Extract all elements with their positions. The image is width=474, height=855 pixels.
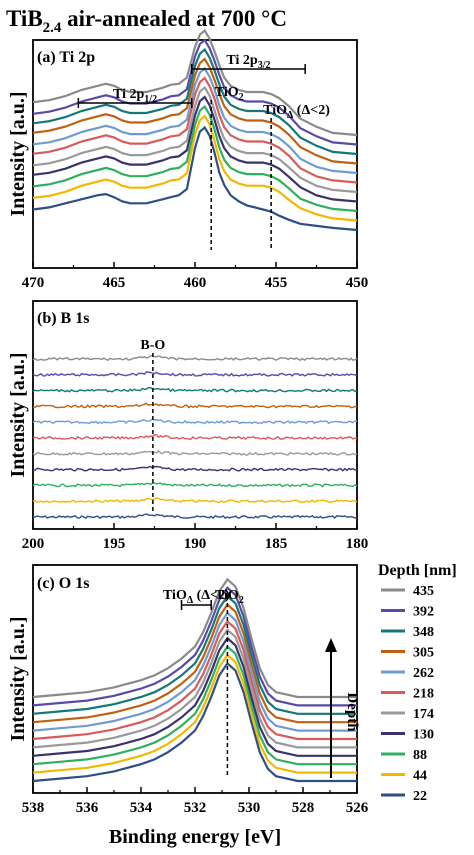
panel-c-ylabel: Intensity [a.u.] xyxy=(7,616,29,741)
panel-a-annotations: Ti 2p1/2 Ti 2p3/2 TiO2 TiOΔ (Δ<2) xyxy=(77,53,330,250)
series-line-130 xyxy=(32,95,358,203)
series-line-44 xyxy=(32,497,358,504)
series-line-22 xyxy=(32,125,358,232)
panel-o-1s: (c) O 1s Intensity [a.u.] 538 536 534 532 53… xyxy=(7,564,369,848)
annotation-label: TiOΔ (Δ<2) xyxy=(163,588,230,606)
series-line-44 xyxy=(32,114,358,222)
legend-label: 22 xyxy=(413,789,427,804)
panel-ti-2p: (a) Ti 2p Intensity [a.u.] 470 465 460 455 4… xyxy=(7,28,369,291)
panel-a-series xyxy=(32,28,358,232)
panel-b-series xyxy=(32,354,358,520)
series-line-348 xyxy=(32,386,358,393)
annotation-label: Ti 2p3/2 xyxy=(226,53,270,71)
series-line-218 xyxy=(32,76,358,184)
series-line-88 xyxy=(32,482,358,488)
panel-a-ylabel: Intensity [a.u.] xyxy=(7,91,29,216)
panel-b-annotations: B-O xyxy=(140,338,165,511)
xtick-label: 534 xyxy=(130,800,153,816)
panel-c-series xyxy=(32,577,357,783)
series-line-392 xyxy=(32,586,357,707)
series-line-218 xyxy=(32,619,357,741)
panel-a-label: (a) Ti 2p xyxy=(37,49,95,66)
annotation-label: Ti 2p1/2 xyxy=(113,87,157,105)
xtick-label: 185 xyxy=(265,536,288,552)
series-line-174 xyxy=(32,449,358,456)
series-line-348 xyxy=(32,47,358,156)
series-line-174 xyxy=(32,85,358,194)
depth-arrow-head xyxy=(325,638,337,652)
series-line-174 xyxy=(32,628,357,749)
legend-label: 262 xyxy=(413,666,434,681)
legend-items: 435 392 348 305 262 218 174 130 88 44 22 xyxy=(381,584,434,804)
series-line-392 xyxy=(32,38,358,146)
series-line-88 xyxy=(32,644,357,766)
panel-b-ylabel: Intensity [a.u.] xyxy=(7,352,29,477)
legend-label: 174 xyxy=(413,707,434,722)
legend-label: 44 xyxy=(413,769,427,784)
panel-c-annotations: TiOΔ (Δ<2)TiO2 xyxy=(163,588,244,775)
series-line-262 xyxy=(32,611,357,732)
xtick-label: 195 xyxy=(103,536,126,552)
series-line-305 xyxy=(32,602,357,724)
xtick-label: 530 xyxy=(238,800,261,816)
legend-label: 348 xyxy=(413,625,434,640)
series-line-435 xyxy=(32,577,357,699)
panel-c-xticks: 538 536 534 532 530 528 526 xyxy=(22,787,369,816)
xtick-label: 470 xyxy=(22,275,45,291)
series-line-218 xyxy=(32,433,358,441)
panel-a-xticks: 470 465 460 455 450 xyxy=(22,262,369,291)
xtick-label: 455 xyxy=(265,275,288,291)
xtick-label: 538 xyxy=(22,800,45,816)
legend-label: 435 xyxy=(413,584,434,599)
series-line-392 xyxy=(32,371,358,377)
legend: Depth [nm] 435 392 348 305 262 218 174 130 88 44 2… xyxy=(378,562,457,804)
xtick-label: 536 xyxy=(76,800,99,816)
series-line-348 xyxy=(32,594,357,715)
xtick-label: 465 xyxy=(103,275,126,291)
depth-arrow-label: Depth xyxy=(344,692,360,732)
legend-label: 218 xyxy=(413,687,434,702)
figure-title: TiB2.4 air-annealed at 700 °C xyxy=(6,6,287,36)
legend-label: 130 xyxy=(413,728,434,743)
series-line-262 xyxy=(32,417,358,425)
series-line-130 xyxy=(32,636,357,757)
panel-b-1s: (b) B 1s Intensity [a.u.] 200 195 190 185 18… xyxy=(7,300,369,552)
annotation-label: B-O xyxy=(140,338,165,353)
legend-title: Depth [nm] xyxy=(378,562,457,579)
xtick-label: 450 xyxy=(346,275,369,291)
series-line-435 xyxy=(32,354,358,362)
xtick-label: 190 xyxy=(184,536,207,552)
series-line-88 xyxy=(32,104,358,213)
panel-b-frame xyxy=(32,300,358,530)
legend-label: 88 xyxy=(413,748,427,763)
legend-label: 392 xyxy=(413,605,434,620)
panel-b-label: (b) B 1s xyxy=(37,310,89,327)
annotation-label: TiOΔ (Δ<2) xyxy=(263,103,330,121)
series-line-22 xyxy=(32,661,357,783)
panel-c-label: (c) O 1s xyxy=(37,575,89,592)
series-line-44 xyxy=(32,653,357,774)
panel-b-xticks: 200 195 190 185 180 xyxy=(22,523,369,552)
annotation-label: TiO2 xyxy=(215,588,244,606)
series-line-130 xyxy=(32,465,358,472)
xtick-label: 460 xyxy=(184,275,207,291)
legend-label: 305 xyxy=(413,646,434,661)
series-line-305 xyxy=(32,57,358,165)
annotation-label: TiO2 xyxy=(215,85,244,103)
xtick-label: 180 xyxy=(346,536,369,552)
series-line-305 xyxy=(32,402,358,409)
xtick-label: 200 xyxy=(22,536,45,552)
xtick-label: 526 xyxy=(346,800,369,816)
xtick-label: 528 xyxy=(292,800,315,816)
xtick-label: 532 xyxy=(184,800,207,816)
x-axis-title: Binding energy [eV] xyxy=(109,826,281,848)
series-line-22 xyxy=(32,513,358,520)
series-line-435 xyxy=(32,28,358,137)
